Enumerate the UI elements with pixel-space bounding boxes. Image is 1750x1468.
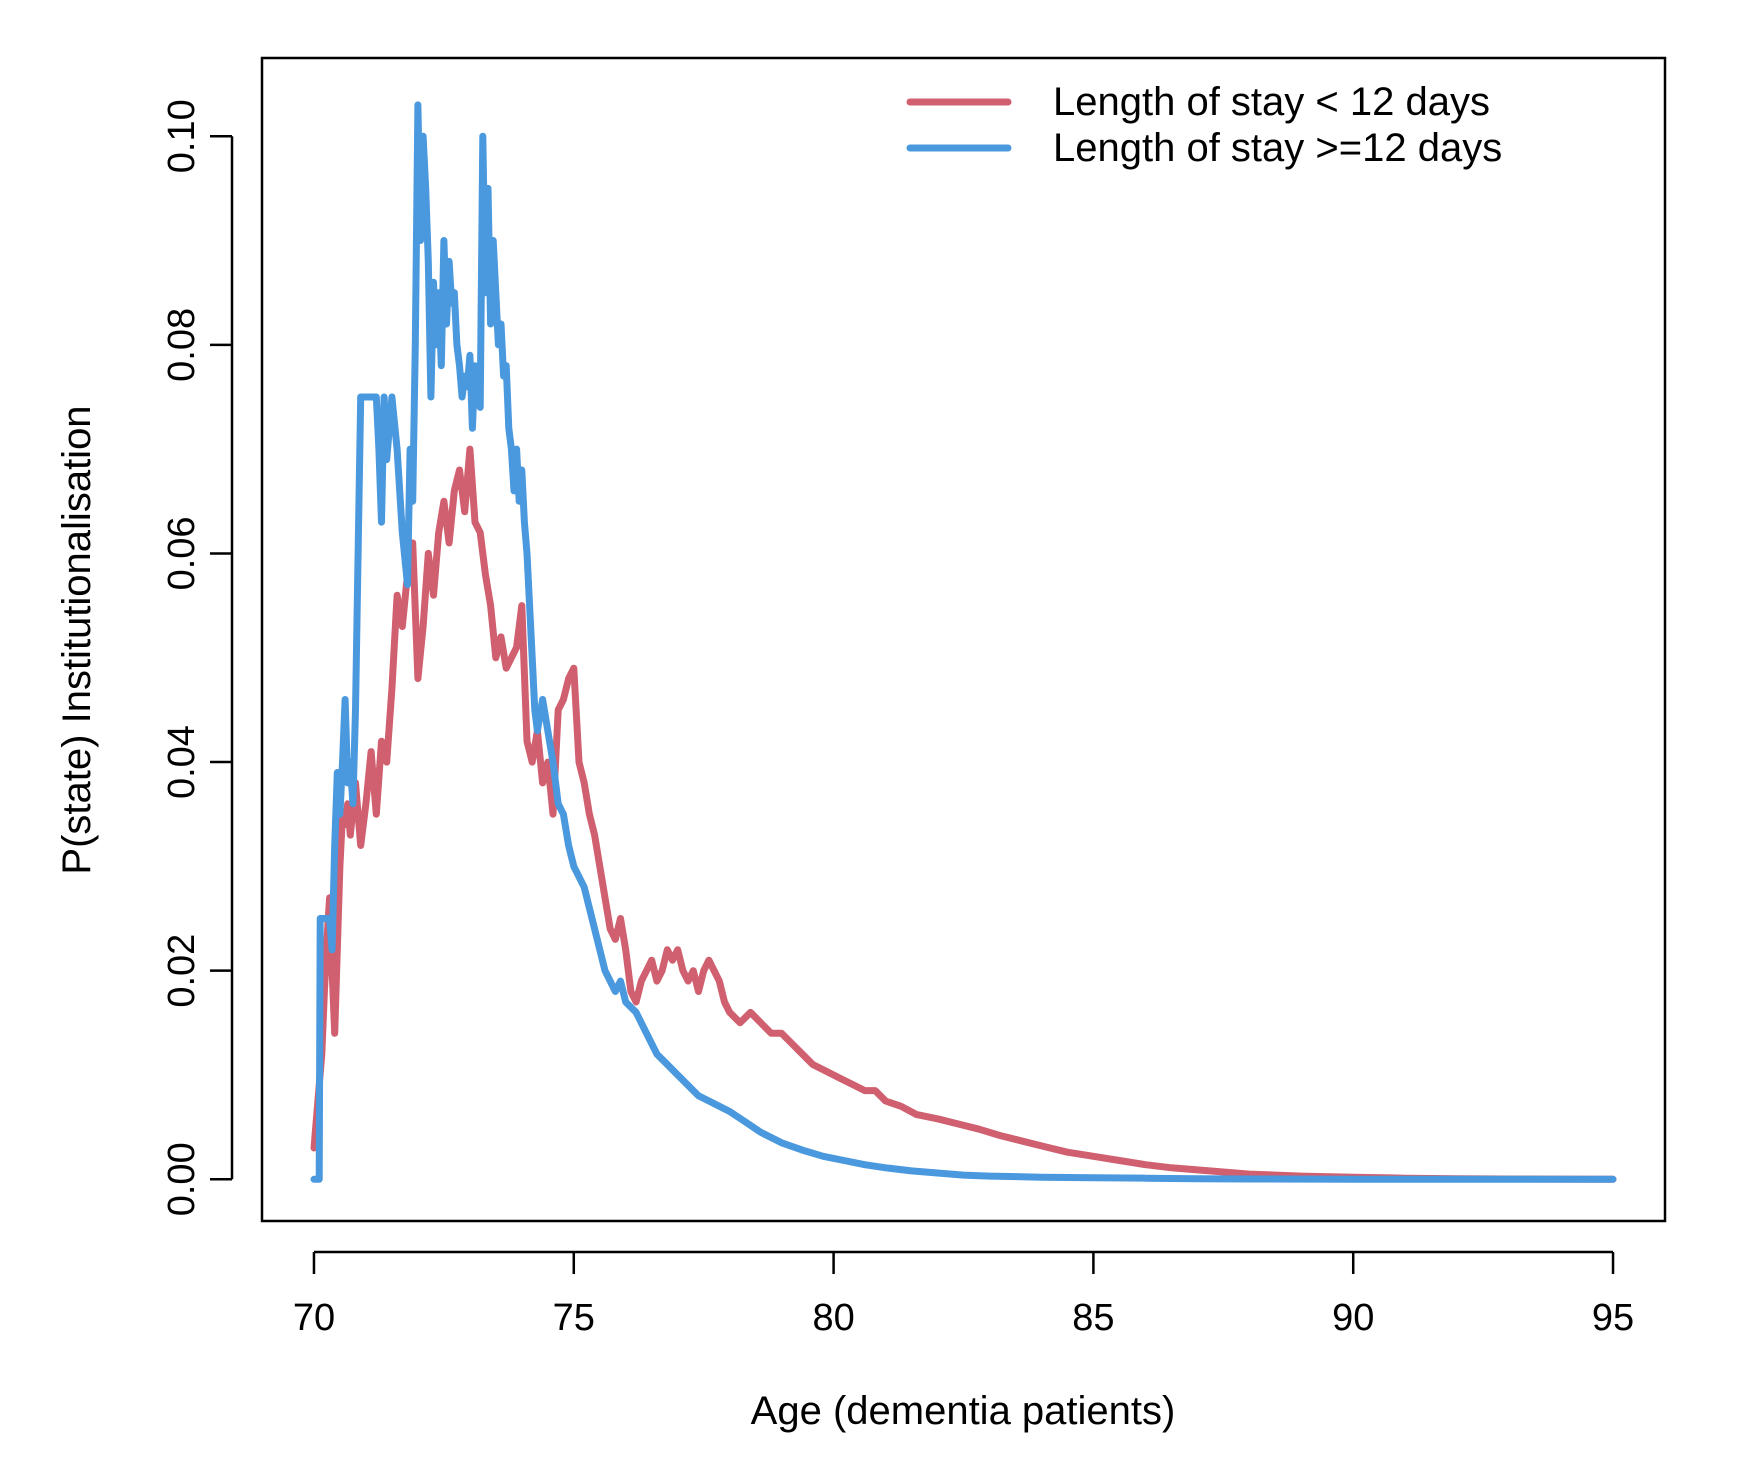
- x-axis-title: Age (dementia patients): [751, 1389, 1176, 1433]
- y-tick-label: 0.00: [161, 1142, 203, 1216]
- x-axis: 70 75 80 85 90 95: [293, 1250, 1634, 1339]
- series-line-1: [310, 445, 1617, 1183]
- x-tick-label: 70: [293, 1297, 335, 1339]
- y-axis: 0.00 0.02 0.04 0.06 0.08 0.10: [161, 99, 234, 1216]
- legend-label: Length of stay < 12 days: [1053, 80, 1490, 124]
- x-tick-label: 90: [1332, 1297, 1374, 1339]
- y-tick-label: 0.04: [161, 725, 203, 799]
- y-tick-label: 0.10: [161, 99, 203, 173]
- x-tick-label: 80: [812, 1297, 854, 1339]
- y-axis-title: P(state) Institutionalisation: [55, 405, 99, 874]
- series-line-2: [310, 101, 1617, 1183]
- x-tick-label: 95: [1592, 1297, 1634, 1339]
- x-tick-label: 75: [553, 1297, 595, 1339]
- x-tick-label: 85: [1072, 1297, 1114, 1339]
- plot-frame: [260, 56, 1667, 1223]
- series-layer: [310, 101, 1617, 1183]
- y-tick-label: 0.08: [161, 308, 203, 382]
- legend-label: Length of stay >=12 days: [1053, 126, 1502, 170]
- y-tick-label: 0.02: [161, 934, 203, 1008]
- y-tick-label: 0.06: [161, 516, 203, 590]
